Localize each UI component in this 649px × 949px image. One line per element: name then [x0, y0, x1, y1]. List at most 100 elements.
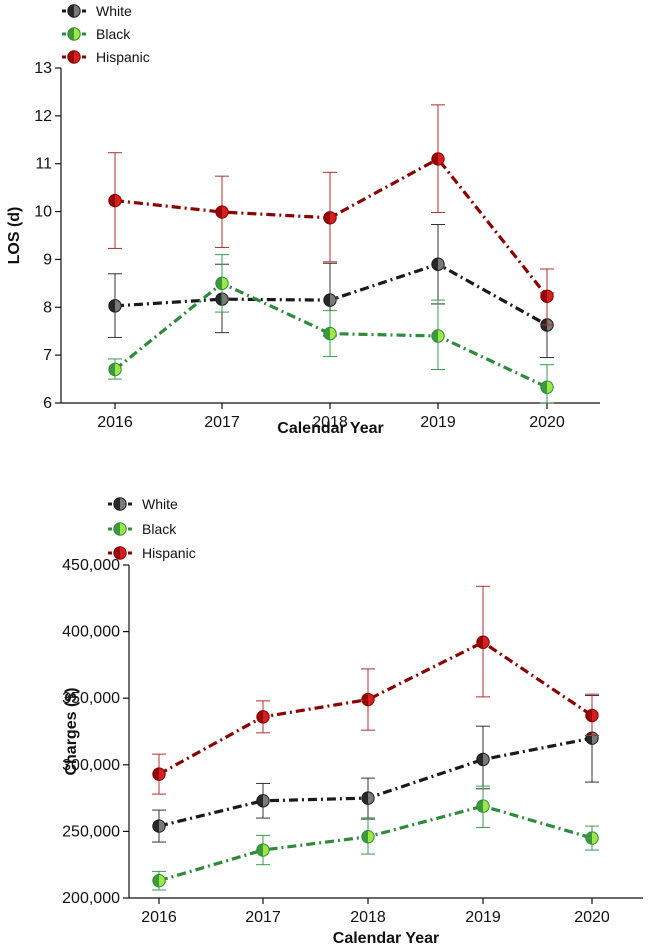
- legend-item-white: White: [62, 3, 132, 19]
- marker-half: [256, 794, 263, 807]
- hispanic-marker: [323, 211, 337, 225]
- marker-half: [361, 693, 368, 706]
- black-marker: [108, 362, 122, 377]
- legend-label: Hispanic: [96, 49, 150, 65]
- series-hispanic: [108, 104, 554, 326]
- series-line: [158, 804, 593, 883]
- marker-half: [152, 767, 159, 781]
- marker-half: [540, 381, 547, 394]
- y-tick-label: 400,000: [62, 624, 120, 641]
- y-axis-label: LOS (d): [6, 207, 23, 265]
- y-tick-label: 6: [43, 395, 52, 412]
- marker-half: [215, 277, 222, 290]
- marker-half: [323, 293, 330, 307]
- white-marker: [67, 4, 81, 18]
- black-marker: [540, 380, 554, 394]
- hispanic-marker: [361, 692, 375, 707]
- x-tick-label: 2019: [420, 414, 456, 431]
- marker-half: [585, 731, 592, 745]
- y-tick-label: 13: [34, 60, 52, 77]
- x-tick-label: 2018: [312, 414, 348, 431]
- black-marker: [361, 830, 375, 844]
- marker-half: [108, 363, 115, 376]
- hispanic-marker: [585, 708, 599, 723]
- legend-label: White: [96, 3, 132, 19]
- marker-half: [361, 791, 368, 805]
- black-marker: [585, 831, 599, 845]
- legend: White Black Hispanic: [62, 3, 150, 65]
- legend-item-white: White: [108, 496, 178, 512]
- marker-half: [540, 290, 547, 303]
- x-axis-label: Calendar Year: [333, 930, 439, 947]
- black-marker: [215, 276, 229, 291]
- x-tick-label: 2017: [204, 414, 240, 431]
- los-chart: 6 7 8 9 10 11 12 13 2016 2017 2018 2019 2020 Calendar…: [6, 3, 600, 437]
- legend-item-black: Black: [108, 521, 177, 537]
- hispanic-marker: [476, 635, 490, 649]
- white-marker: [108, 299, 122, 313]
- hispanic-marker: [108, 193, 122, 208]
- marker-half: [256, 843, 263, 857]
- y-tick-label: 250,000: [62, 823, 120, 840]
- legend-label: Black: [96, 26, 131, 42]
- y-tick-label: 9: [43, 251, 52, 268]
- series-line: [158, 736, 593, 828]
- series-black: [152, 785, 599, 891]
- marker-half: [256, 710, 263, 724]
- x-axis-label: Calendar Year: [277, 420, 383, 437]
- x-tick-label: 2020: [574, 909, 610, 926]
- black-marker: [67, 27, 81, 41]
- marker-half: [431, 329, 438, 343]
- marker-half: [108, 194, 115, 207]
- marker-half: [113, 546, 120, 560]
- y-tick-label: 12: [34, 108, 52, 125]
- x-tick-label: 2016: [141, 909, 177, 926]
- x-tick-label: 2020: [529, 414, 565, 431]
- hispanic-marker: [431, 152, 445, 166]
- hispanic-marker: [152, 767, 166, 781]
- y-tick-label: 300,000: [62, 757, 120, 774]
- white-marker: [476, 752, 490, 767]
- marker-half: [215, 205, 222, 219]
- marker-half: [67, 50, 74, 64]
- y-tick-label: 350,000: [62, 690, 120, 707]
- white-marker: [256, 794, 270, 808]
- marker-half: [476, 753, 483, 766]
- marker-half: [585, 831, 592, 845]
- y-tick-label: 10: [34, 204, 52, 221]
- series-line: [113, 281, 548, 389]
- marker-half: [152, 819, 159, 833]
- legend-label: Hispanic: [142, 545, 196, 561]
- black-marker: [323, 326, 337, 341]
- series-hispanic: [152, 585, 599, 795]
- x-tick-label: 2016: [97, 414, 133, 431]
- y-tick-label: 450,000: [62, 557, 120, 574]
- x-tick-label: 2019: [465, 909, 501, 926]
- hispanic-marker: [215, 205, 229, 219]
- marker-half: [431, 152, 438, 166]
- marker-half: [361, 830, 368, 843]
- marker-half: [585, 709, 592, 722]
- marker-half: [108, 299, 115, 313]
- black-marker: [152, 873, 166, 888]
- white-marker: [323, 293, 337, 307]
- white-marker: [431, 257, 445, 271]
- y-tick-label: 200,000: [62, 890, 120, 907]
- black-marker: [113, 522, 127, 536]
- legend-label: Black: [142, 521, 177, 537]
- hispanic-marker: [67, 50, 81, 64]
- white-marker: [152, 819, 166, 833]
- marker-half: [67, 27, 74, 41]
- hispanic-marker: [256, 710, 270, 724]
- marker-half: [113, 522, 120, 536]
- marker-half: [67, 4, 74, 18]
- hispanic-marker: [540, 289, 554, 303]
- series-black: [108, 254, 554, 404]
- marker-half: [476, 636, 483, 649]
- x-tick-label: 2017: [245, 909, 281, 926]
- hispanic-marker: [113, 546, 127, 560]
- series-white: [152, 695, 599, 843]
- series-line: [158, 640, 593, 776]
- legend: White Black Hispanic: [108, 496, 196, 561]
